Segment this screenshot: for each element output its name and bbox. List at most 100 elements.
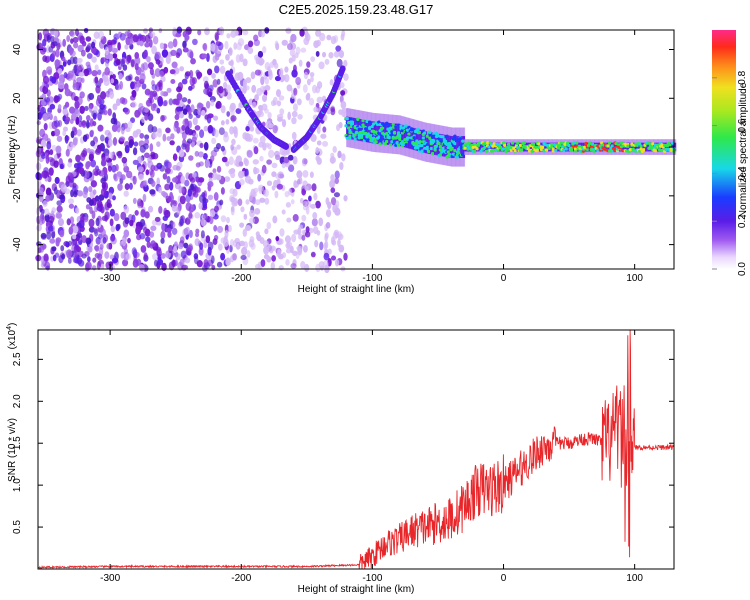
spectrogram-cell — [642, 142, 645, 152]
spectrogram-cell — [57, 104, 62, 110]
spectrogram-cell — [249, 126, 255, 132]
spectrogram-cell — [127, 30, 131, 38]
spectrogram-cell — [635, 142, 639, 152]
spectrogram-cell — [304, 231, 311, 238]
spectrogram-cell — [519, 142, 522, 152]
spectrogram-cell — [421, 136, 426, 140]
spectrogram-cell — [53, 128, 61, 137]
spectrogram-cell — [191, 136, 197, 142]
spectrogram-cell — [67, 70, 74, 79]
spectrogram-cell — [212, 79, 218, 88]
spectrogram-cell — [409, 128, 414, 132]
spectrogram-cell — [316, 157, 322, 165]
spectrogram-cell — [516, 141, 520, 145]
spectrogram-cell — [252, 137, 259, 144]
spectrogram-cell — [261, 103, 268, 111]
spectrogram-cell — [82, 191, 88, 199]
spectrogram-cell — [273, 62, 279, 69]
spectrogram-cell — [236, 42, 242, 51]
spectrogram-cell — [365, 120, 369, 143]
spectrogram-cell — [260, 30, 266, 38]
spectrogram-cell — [264, 228, 269, 235]
spectrogram-cell — [226, 111, 231, 117]
spectrogram-cell — [186, 245, 193, 252]
spectrogram-cell — [189, 69, 194, 79]
spectrogram-cell — [310, 76, 314, 83]
spectrogram-cell — [56, 135, 63, 142]
spectrogram-cell — [283, 156, 290, 164]
spectrogram-cell — [166, 136, 172, 142]
spectrogram-cell — [132, 175, 137, 185]
spectrogram-cell — [165, 227, 172, 233]
spectrogram-cell — [189, 177, 196, 183]
spectrogram-cell — [197, 29, 202, 36]
spectrogram-cell — [100, 263, 105, 269]
spectrogram-cell — [157, 127, 162, 134]
spectrogram-cell — [94, 76, 99, 84]
spectrogram-cell — [348, 136, 352, 140]
spectrogram-cell — [222, 238, 229, 247]
spectrogram-cell — [173, 122, 179, 132]
spectrogram-cell — [324, 58, 330, 65]
spectrogram-cell — [251, 101, 257, 108]
spectrogram-cell — [225, 160, 230, 167]
spectrogram-cell — [214, 65, 220, 74]
spectrogram-cell — [135, 225, 142, 235]
spectrogram-cell — [207, 246, 212, 256]
spectrogram-cell — [85, 170, 90, 179]
spectrogram-cell — [481, 142, 484, 152]
spectrogram-cell — [120, 211, 127, 220]
spectrogram-frame — [37, 29, 675, 270]
spectrogram-cell — [147, 113, 154, 121]
spectrogram-cell — [318, 61, 325, 70]
spectrogram-cell — [45, 187, 52, 196]
spectrogram-cell — [181, 78, 188, 85]
spectrogram-cell — [336, 58, 343, 68]
spectrogram-cell — [311, 218, 318, 227]
spectrogram-cell — [86, 160, 91, 168]
spectrogram-cell — [453, 134, 457, 138]
spectrogram-cell — [174, 114, 180, 121]
spectrogram-cell — [441, 146, 446, 150]
spectrogram-cell — [60, 245, 65, 252]
spectrogram-cell — [130, 59, 135, 68]
spectrogram-cell — [341, 111, 346, 118]
spectrogram-cell — [202, 76, 209, 83]
x-tick-label: 100 — [626, 273, 643, 284]
spectrogram-cell — [42, 200, 48, 207]
spectrogram-cell — [276, 183, 284, 190]
spectrogram-cell — [42, 69, 47, 79]
spectrogram-cell — [304, 263, 310, 273]
spectrogram-cell — [164, 183, 171, 191]
spectrogram-cell — [122, 259, 129, 267]
spectrogram-cell — [425, 143, 430, 147]
spectrogram-cell — [54, 59, 61, 68]
spectrogram-cell — [302, 157, 308, 165]
x-tick-label: -100 — [362, 273, 382, 284]
spectrogram-cell — [374, 140, 379, 144]
spectrogram-cell — [225, 119, 230, 125]
spectrogram-cell — [229, 126, 235, 135]
spectrogram-cell — [139, 106, 146, 113]
spectrogram-cell — [322, 260, 329, 268]
spectrogram-cell — [66, 249, 73, 258]
spectrogram-cell — [233, 42, 238, 50]
spectrogram-cell — [491, 148, 495, 152]
spectrogram-cell — [495, 142, 499, 147]
spectrogram-cell — [176, 93, 183, 101]
spectrogram-cell — [49, 238, 56, 244]
spectrogram-cell — [340, 90, 346, 96]
spectrogram-cell — [79, 105, 85, 114]
spectrogram-y-ticks: -40 -20 0 20 40 — [12, 44, 674, 252]
spectrogram-cell — [228, 60, 234, 66]
spectrogram-cell — [284, 190, 290, 198]
spectrogram-cell — [292, 155, 298, 165]
spectrogram-cell — [35, 162, 42, 171]
spectrogram-cell — [430, 152, 435, 156]
spectrogram-cell — [104, 214, 108, 222]
figure-title: C2E5.2025.159.23.48.G17 — [279, 2, 434, 17]
spectrogram-cell — [59, 230, 65, 238]
spectrogram-cell — [327, 201, 332, 210]
spectrogram-cell — [401, 124, 404, 147]
spectrogram-cell — [170, 133, 175, 140]
